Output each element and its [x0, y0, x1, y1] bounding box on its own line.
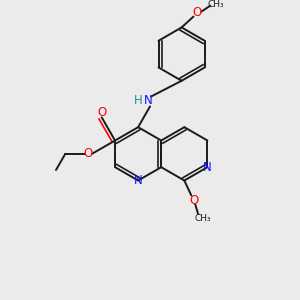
Text: CH₃: CH₃ [208, 0, 224, 9]
Text: O: O [193, 6, 202, 19]
Text: CH₃: CH₃ [195, 214, 212, 223]
Text: H: H [134, 94, 142, 107]
Text: N: N [203, 161, 212, 174]
Text: N: N [134, 174, 142, 187]
Text: O: O [83, 147, 93, 160]
Text: N: N [144, 94, 152, 107]
Text: O: O [97, 106, 106, 119]
Text: O: O [190, 194, 199, 207]
